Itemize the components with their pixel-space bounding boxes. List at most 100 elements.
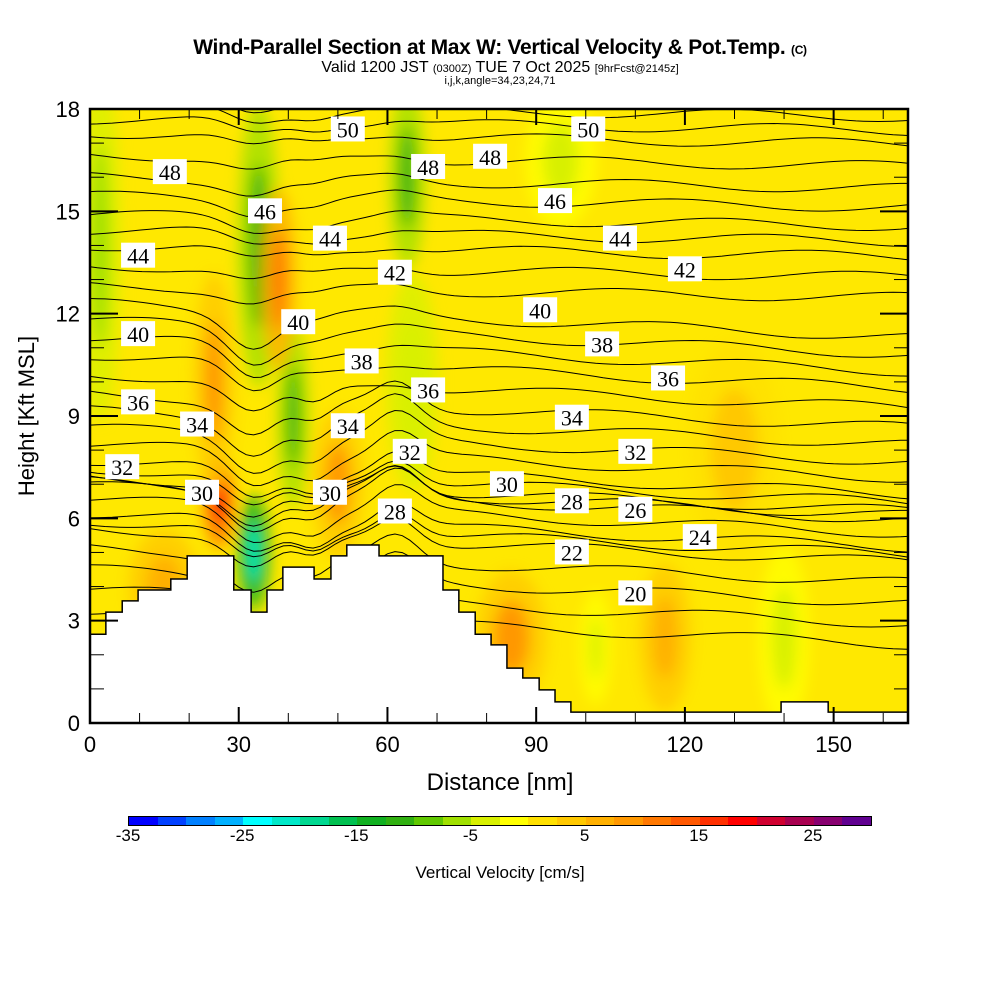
isentrope-line: [90, 172, 908, 197]
contour-label: 32: [105, 454, 140, 480]
contour-label-text: 38: [591, 332, 613, 357]
colorbar-tick-label: 25: [803, 826, 823, 845]
contour-label: 38: [585, 331, 620, 357]
contour-label-box: [281, 309, 316, 335]
contour-label-text: 20: [624, 581, 646, 606]
contour-label: 40: [281, 309, 316, 335]
contour-label: 36: [121, 389, 156, 415]
w-region-core: [710, 388, 759, 512]
contour-label-text: 48: [479, 145, 501, 170]
colorbar-swatch: [756, 817, 786, 825]
colorbar: [128, 816, 872, 826]
contour-label-text: 22: [561, 540, 583, 565]
isentrope-line: [90, 316, 908, 366]
y-tick-label: 6: [68, 506, 80, 531]
contour-label-text: 30: [496, 472, 518, 497]
contour-label-box: [330, 116, 365, 142]
contour-label: 42: [667, 256, 702, 282]
w-region-core: [772, 586, 796, 689]
contour-label-box: [585, 331, 620, 357]
contour-label-text: 46: [544, 189, 566, 214]
contour-label-text: 28: [561, 489, 583, 514]
isentrope-line: [90, 133, 908, 147]
x-tick-label: 120: [667, 732, 704, 757]
contour-label: 22: [554, 539, 589, 565]
y-tick-label: 12: [56, 302, 80, 327]
contour-label-text: 40: [127, 322, 149, 347]
contour-label-text: 28: [384, 500, 406, 525]
contour-label-text: 36: [417, 378, 439, 403]
colorbar-swatch: [699, 817, 729, 825]
colorbar-swatch: [328, 817, 358, 825]
chart-subtitle: Valid 1200 JST (0300Z) TUE 7 Oct 2025 [9…: [0, 60, 1000, 77]
contour-label-text: 34: [186, 413, 208, 438]
x-tick-label: 90: [524, 732, 548, 757]
contour-label: 40: [523, 297, 558, 323]
isentrope-line: [90, 298, 908, 350]
utc-time: (0300Z): [432, 63, 472, 75]
contour-label-text: 44: [319, 227, 341, 252]
colorbar-swatch: [671, 817, 700, 825]
contour-label-text: 32: [111, 455, 133, 480]
contour-label: 48: [473, 143, 508, 170]
x-tick-label: 0: [84, 732, 96, 757]
contour-label: 50: [330, 116, 365, 142]
isentrope-line: [90, 73, 908, 98]
colorbar-swatch: [528, 817, 557, 825]
colorbar-swatch: [129, 817, 158, 825]
copyright-mark: (C): [791, 43, 807, 57]
y-tick-label: 3: [68, 609, 80, 634]
colorbar-tick-label: -5: [462, 826, 479, 845]
x-axis-label: Distance [nm]: [427, 769, 574, 796]
colorbar-swatch: [186, 817, 215, 825]
contour-label: 28: [554, 488, 589, 514]
y-tick-label: 9: [68, 404, 80, 429]
w-region-core: [247, 521, 260, 584]
section-indices: i,j,k,angle=34,23,24,71: [444, 75, 556, 87]
colorbar-tick-label: 5: [579, 826, 590, 845]
contour-label-box: [105, 454, 140, 480]
contour-label-box: [152, 159, 187, 185]
y-tick-label: 15: [56, 199, 80, 224]
isentrope-line: [90, 380, 908, 436]
contour-label-box: [312, 479, 347, 505]
contour-label-box: [489, 471, 524, 497]
contour-label-box: [682, 524, 717, 550]
colorbar-swatch: [499, 817, 529, 825]
terrain: [90, 544, 908, 723]
colorbar-swatch: [300, 817, 329, 825]
contour-label: 34: [180, 411, 215, 438]
contour-label-text: 40: [529, 298, 551, 323]
contour-label-box: [473, 143, 508, 169]
colorbar-tick-label: -35: [115, 826, 141, 845]
contour-label-box: [602, 225, 637, 251]
contour-label-text: 44: [127, 244, 149, 269]
contour-label-text: 44: [609, 227, 631, 252]
contour-label: 20: [618, 580, 653, 606]
contour-label-text: 30: [319, 481, 341, 506]
isentrope-line: [90, 517, 908, 568]
contour-label-box: [618, 580, 653, 606]
contour-label-text: 42: [384, 261, 406, 286]
x-tick-label: 60: [375, 732, 399, 757]
w-region-core: [543, 123, 579, 198]
contour-label: 50: [571, 116, 606, 142]
colorbar-label: Vertical Velocity [cm/s]: [415, 863, 585, 882]
colorbar-swatch: [214, 817, 244, 825]
isentrope-line: [90, 335, 908, 379]
contour-label-box: [377, 498, 412, 524]
contour-label-box: [554, 539, 589, 565]
y-tick-label: 0: [68, 711, 80, 736]
contour-label: 30: [312, 479, 347, 506]
colorbar-swatch: [614, 817, 643, 825]
w-region-core: [653, 596, 677, 679]
contour-label-box: [121, 389, 156, 415]
isentrope-line: [90, 393, 908, 457]
isentrope-line: [90, 189, 908, 218]
contour-label: 44: [602, 225, 637, 252]
contour-label-text: 42: [674, 257, 696, 282]
contour-label: 34: [330, 413, 365, 439]
isentrope-line: [90, 502, 908, 553]
forecast-info: [9hrFcst@2145z]: [594, 63, 679, 75]
contour-label-text: 50: [337, 117, 359, 142]
